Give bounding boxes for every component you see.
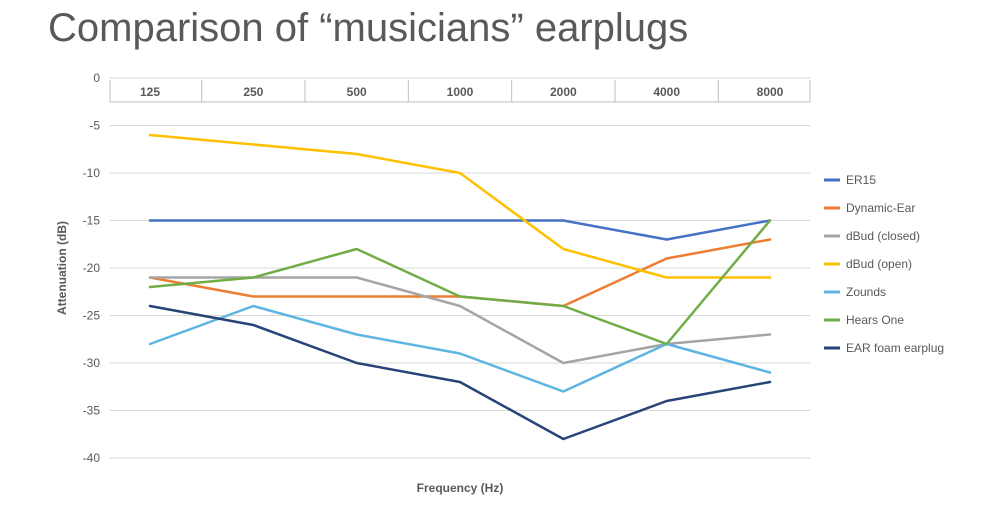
x-tick-label: 125 — [140, 85, 160, 99]
legend-label: ER15 — [846, 173, 876, 187]
series-line — [150, 306, 770, 392]
series-line — [150, 221, 770, 240]
y-tick-label: 0 — [93, 72, 100, 85]
x-tick-label: 2000 — [550, 85, 577, 99]
x-tick-label: 500 — [347, 85, 367, 99]
attenuation-chart: 0 -5 -10 -15 -20 -25 -30 -35 -40 125 250 500 1000 200… — [48, 72, 948, 502]
x-axis-label: Frequency (Hz) — [417, 481, 504, 495]
series-line — [150, 306, 770, 439]
x-tick-label: 1000 — [447, 85, 474, 99]
y-tick-label: -30 — [83, 356, 101, 370]
y-tick-label: -40 — [83, 451, 101, 465]
page-title: Comparison of “musicians” earplugs — [48, 6, 688, 51]
y-tick-label: -10 — [83, 166, 101, 180]
legend-label: dBud (open) — [846, 257, 912, 271]
legend-label: Dynamic-Ear — [846, 201, 915, 215]
x-tick-label: 8000 — [757, 85, 784, 99]
series-line — [150, 221, 770, 345]
legend-label: dBud (closed) — [846, 229, 920, 243]
y-tick-label: -25 — [83, 309, 101, 323]
y-tick-label: -5 — [89, 119, 100, 133]
y-tick-label: -15 — [83, 214, 101, 228]
x-tick-label: 4000 — [653, 85, 680, 99]
legend-label: EAR foam earplug — [846, 341, 944, 355]
y-axis-label: Attenuation (dB) — [55, 221, 69, 315]
y-tick-label: -35 — [83, 404, 101, 418]
legend-label: Hears One — [846, 313, 904, 327]
legend-label: Zounds — [846, 285, 886, 299]
x-tick-label: 250 — [243, 85, 263, 99]
y-tick-label: -20 — [83, 261, 101, 275]
series-line — [150, 278, 770, 364]
